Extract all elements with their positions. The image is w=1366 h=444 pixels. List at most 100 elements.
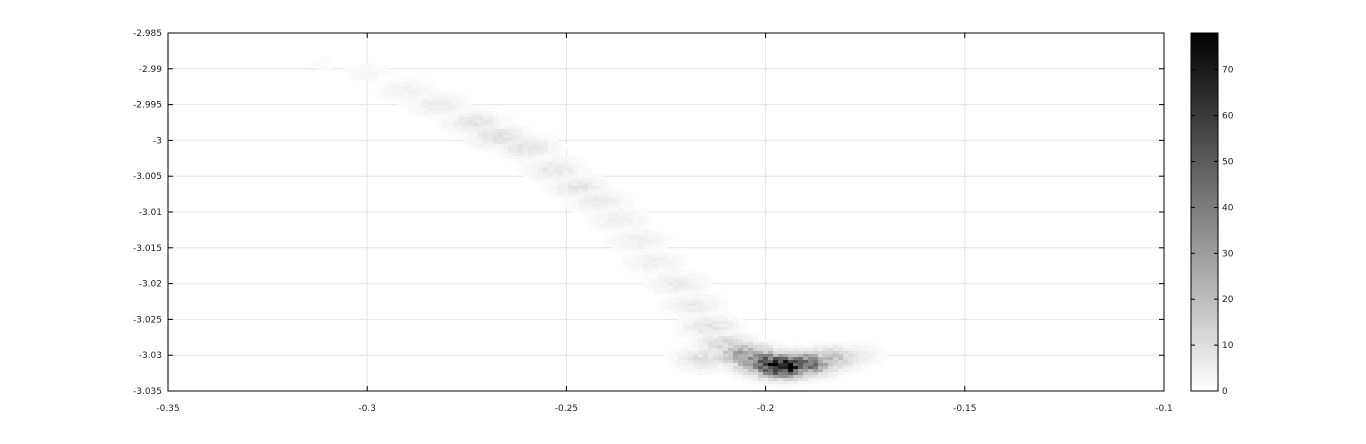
heatmap-cell xyxy=(498,144,503,147)
heatmap-cell xyxy=(548,159,553,162)
heatmap-cell xyxy=(573,210,578,213)
heatmap-cell xyxy=(453,117,458,120)
heatmap-cell xyxy=(683,279,688,282)
heatmap-cell xyxy=(508,114,513,117)
heatmap-cell xyxy=(348,78,353,81)
heatmap-cell xyxy=(743,342,748,345)
heatmap-cell xyxy=(593,213,598,216)
heatmap-cell xyxy=(533,141,538,144)
heatmap-cell xyxy=(538,141,543,144)
heatmap-cell xyxy=(678,252,683,255)
heatmap-cell xyxy=(473,114,478,117)
heatmap-cell xyxy=(638,231,643,234)
heatmap-cell xyxy=(648,288,653,291)
heatmap-cell xyxy=(518,138,523,141)
heatmap-cell xyxy=(548,192,553,195)
heatmap-cell xyxy=(758,354,763,357)
heatmap-cell xyxy=(453,102,458,105)
heatmap-cell xyxy=(698,348,703,351)
heatmap-cell xyxy=(708,330,713,333)
heatmap-cell xyxy=(448,96,453,99)
heatmap-cell xyxy=(593,204,598,207)
heatmap-cell xyxy=(403,96,408,99)
heatmap-cell xyxy=(808,381,813,384)
heatmap-cell xyxy=(783,378,788,381)
heatmap-cell xyxy=(678,255,683,258)
heatmap-cell xyxy=(608,237,613,240)
heatmap-cell xyxy=(703,357,708,360)
heatmap-cell xyxy=(588,207,593,210)
heatmap-cell xyxy=(743,378,748,381)
heatmap-cell xyxy=(548,180,553,183)
heatmap-cell xyxy=(543,144,548,147)
heatmap-cell xyxy=(688,369,693,372)
heatmap-cell xyxy=(568,198,573,201)
heatmap-cell xyxy=(673,258,678,261)
heatmap-cell xyxy=(433,102,438,105)
heatmap-cell xyxy=(568,171,573,174)
heatmap-cell xyxy=(848,354,853,357)
heatmap-cell xyxy=(578,162,583,165)
heatmap-cell xyxy=(663,267,668,270)
heatmap-cell xyxy=(853,369,858,372)
heatmap-cell xyxy=(703,303,708,306)
heatmap-cell xyxy=(718,339,723,342)
heatmap-cell xyxy=(633,216,638,219)
heatmap-cell xyxy=(578,174,583,177)
heatmap-cell xyxy=(658,237,663,240)
heatmap-cell xyxy=(583,180,588,183)
heatmap-cell xyxy=(478,108,483,111)
heatmap-cell xyxy=(608,198,613,201)
heatmap-cell xyxy=(708,345,713,348)
heatmap-cell xyxy=(858,369,863,372)
heatmap-cell xyxy=(673,252,678,255)
heatmap-cell xyxy=(853,354,858,357)
heatmap-cell xyxy=(653,288,658,291)
heatmap-cell xyxy=(538,144,543,147)
heatmap-cell xyxy=(498,138,503,141)
heatmap-cell xyxy=(608,183,613,186)
heatmap-cell xyxy=(433,93,438,96)
heatmap-cell xyxy=(493,120,498,123)
heatmap-cell xyxy=(648,285,653,288)
heatmap-cell xyxy=(508,150,513,153)
heatmap-cell xyxy=(423,84,428,87)
heatmap-cell xyxy=(678,279,683,282)
heatmap-cell xyxy=(588,192,593,195)
heatmap-cell xyxy=(673,285,678,288)
heatmap-cell xyxy=(568,207,573,210)
heatmap-cell xyxy=(423,114,428,117)
heatmap-cell xyxy=(528,174,533,177)
heatmap-cell xyxy=(628,240,633,243)
heatmap-cell xyxy=(318,66,323,69)
heatmap-cell xyxy=(773,363,778,366)
heatmap-cell xyxy=(598,180,603,183)
heatmap-cell xyxy=(443,123,448,126)
heatmap-cell xyxy=(523,150,528,153)
heatmap-cell xyxy=(673,366,678,369)
colorbar-tick-label: 10 xyxy=(1222,341,1234,351)
heatmap-cell xyxy=(398,93,403,96)
heatmap-cell xyxy=(628,249,633,252)
heatmap-cell xyxy=(638,246,643,249)
heatmap-cell xyxy=(488,135,493,138)
heatmap-cell xyxy=(703,369,708,372)
heatmap-cell xyxy=(723,354,728,357)
heatmap-cell xyxy=(458,108,463,111)
heatmap-cell xyxy=(663,243,668,246)
heatmap-cell xyxy=(558,195,563,198)
heatmap-cell xyxy=(708,351,713,354)
heatmap-cell xyxy=(763,345,768,348)
heatmap-cell xyxy=(798,378,803,381)
heatmap-cell xyxy=(748,336,753,339)
heatmap-cell xyxy=(558,144,563,147)
heatmap-cell xyxy=(618,231,623,234)
heatmap-cell xyxy=(473,141,478,144)
heatmap-cell xyxy=(688,279,693,282)
heatmap-cell xyxy=(533,156,538,159)
heatmap-cell xyxy=(758,336,763,339)
heatmap-cell xyxy=(638,228,643,231)
heatmap-cell xyxy=(468,111,473,114)
heatmap-cell xyxy=(693,288,698,291)
